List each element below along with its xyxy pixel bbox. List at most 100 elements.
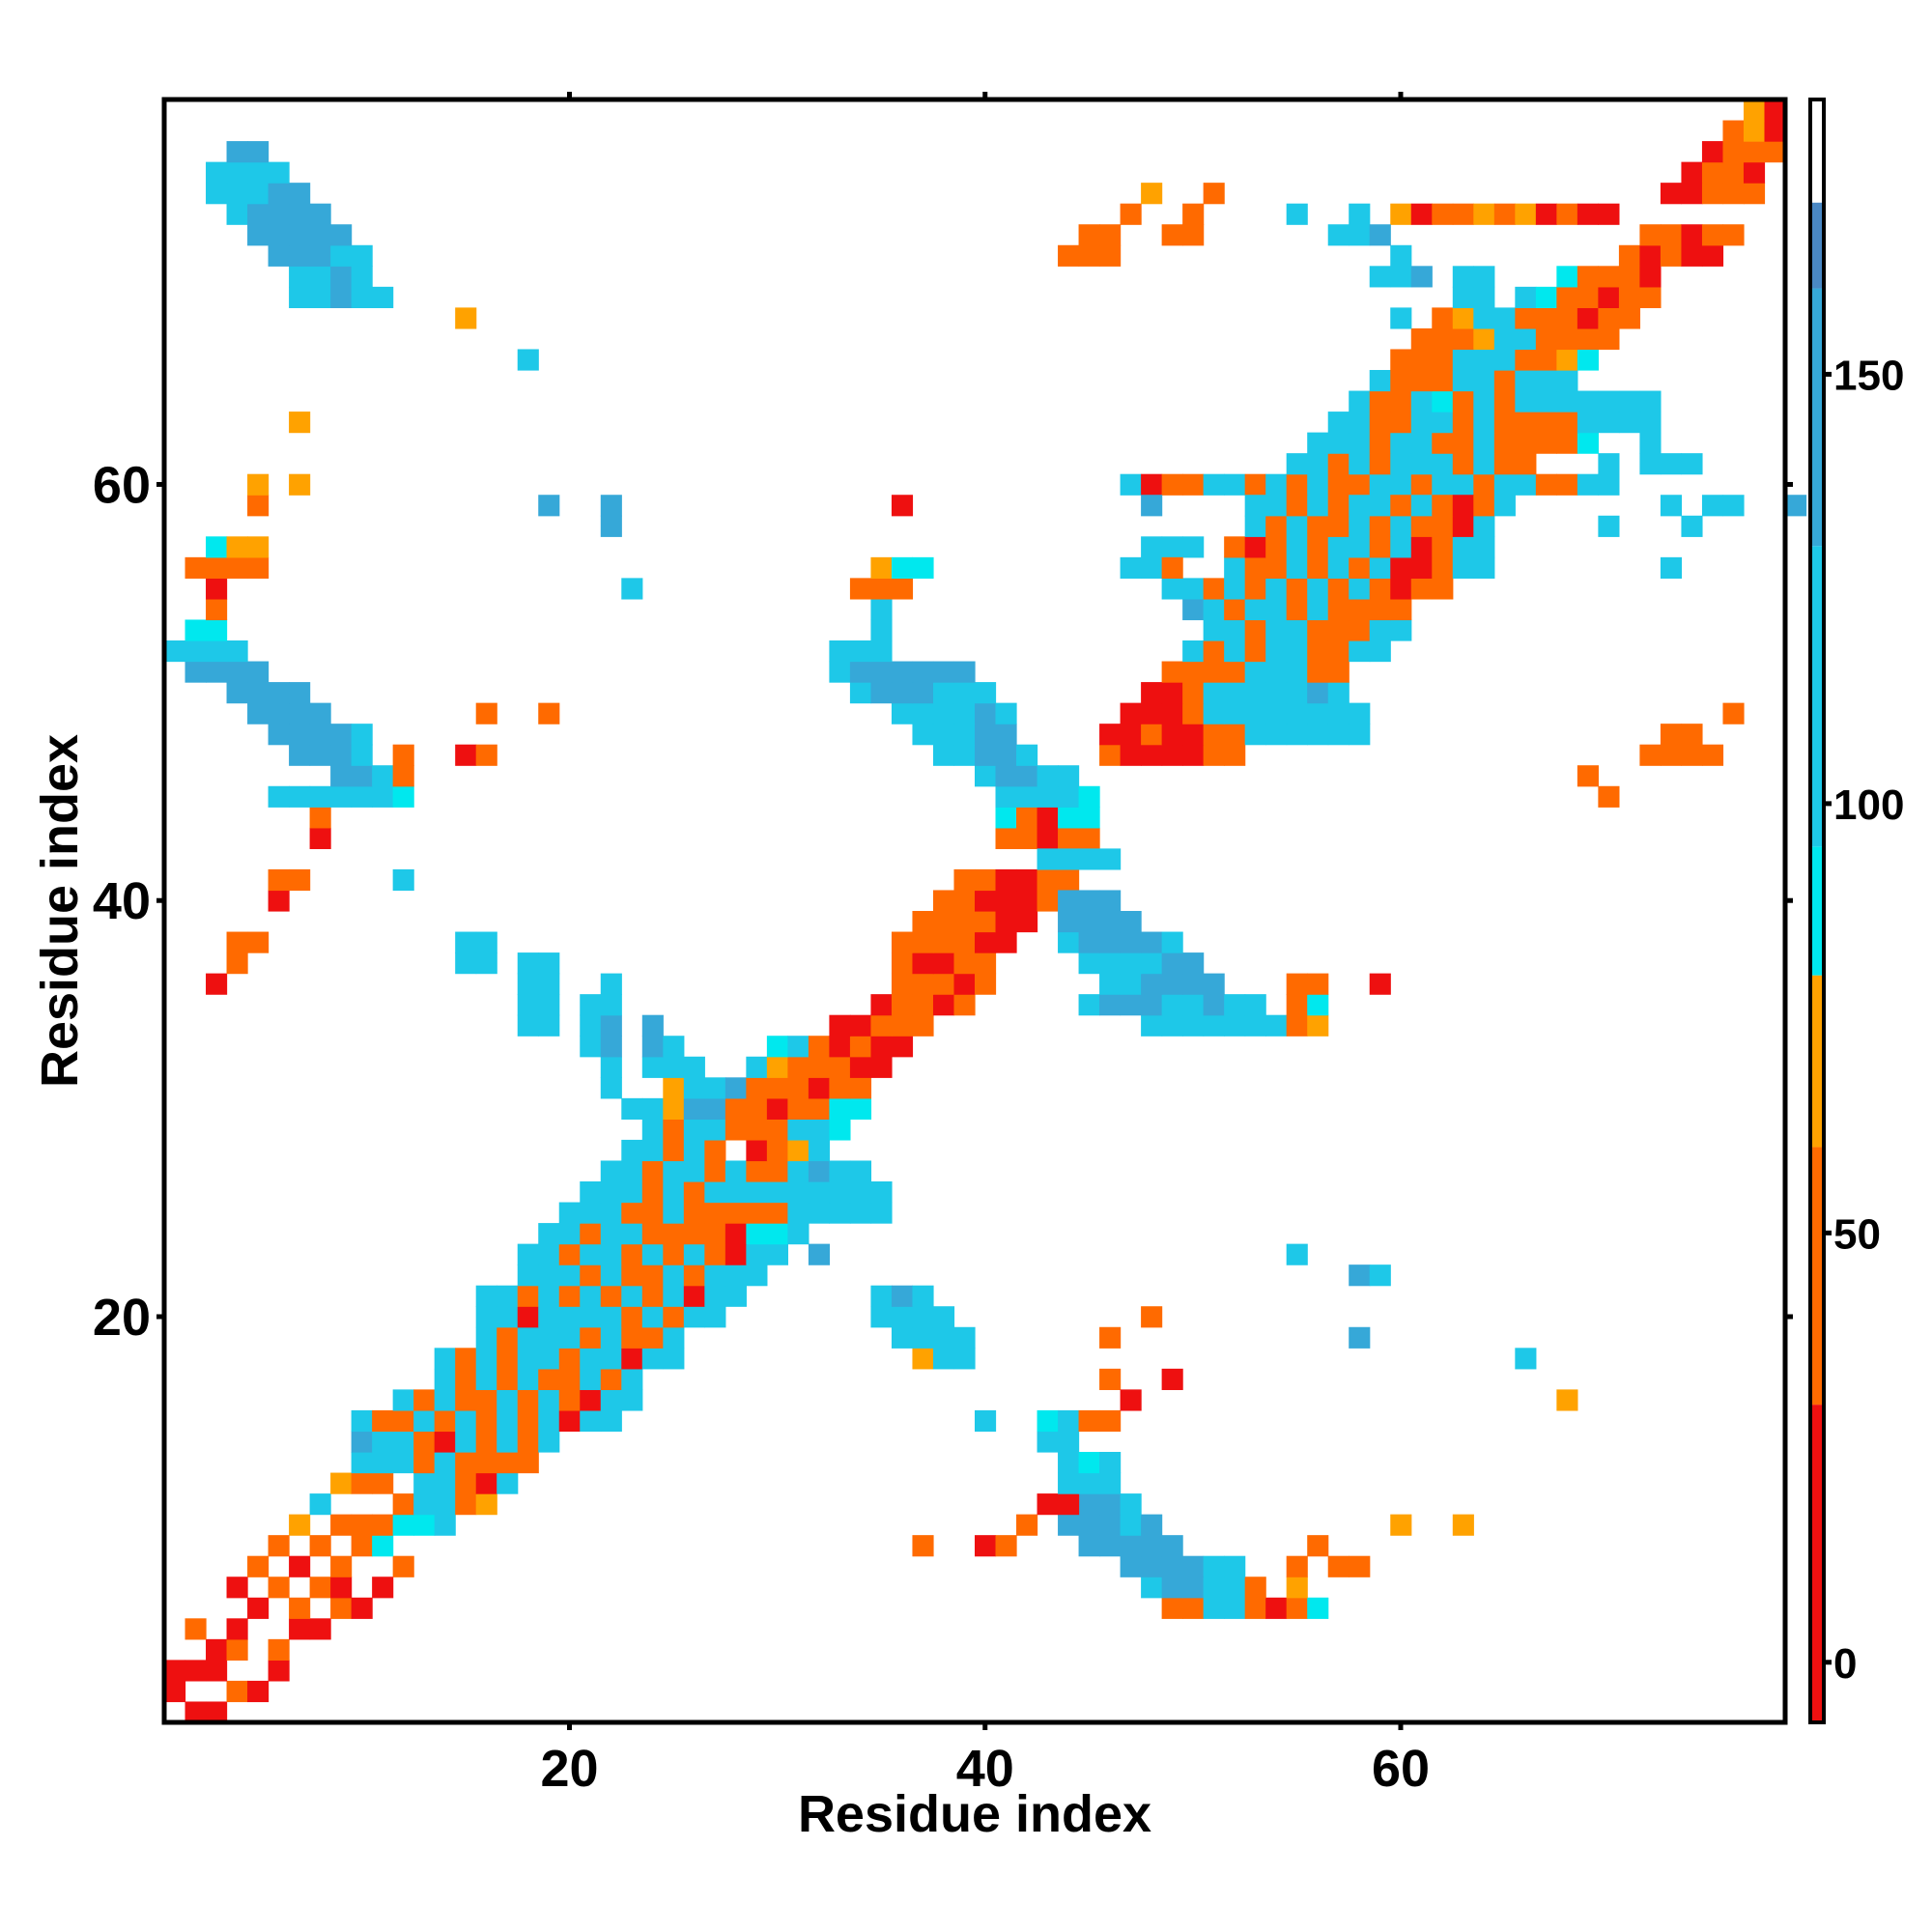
- heatmap-cell: [1452, 203, 1474, 225]
- heatmap-cell: [1660, 744, 1683, 766]
- heatmap-cell: [1639, 224, 1662, 246]
- heatmap-cell: [641, 1243, 664, 1265]
- heatmap-cell: [330, 244, 353, 267]
- heatmap-cell: [953, 994, 976, 1016]
- heatmap-cell: [746, 1119, 768, 1141]
- heatmap-cell: [995, 931, 1017, 953]
- heatmap-cell: [1473, 390, 1495, 412]
- heatmap-cell: [1535, 370, 1557, 392]
- heatmap-cell: [724, 1077, 747, 1099]
- heatmap-cell: [517, 1452, 539, 1474]
- heatmap-cell: [808, 1077, 831, 1099]
- heatmap-cell: [497, 1389, 519, 1411]
- heatmap-cell: [1349, 453, 1371, 475]
- heatmap-cell: [1369, 973, 1391, 995]
- heatmap-cell: [1577, 203, 1599, 225]
- heatmap-cell: [641, 1139, 664, 1162]
- heatmap-cell: [1535, 349, 1557, 371]
- heatmap-cell: [289, 1597, 311, 1619]
- heatmap-cell: [538, 973, 560, 995]
- heatmap-cell: [1286, 1243, 1308, 1265]
- heatmap-cell: [475, 1472, 497, 1494]
- heatmap-cell: [641, 1097, 664, 1120]
- heatmap-cell: [1161, 724, 1183, 746]
- heatmap-cell: [372, 1535, 394, 1557]
- heatmap-cell: [621, 1285, 643, 1307]
- heatmap-cell: [1286, 1577, 1308, 1599]
- heatmap-cell: [558, 1348, 581, 1370]
- heatmap-cell: [475, 1452, 497, 1474]
- colorbar-segment: [1810, 975, 1824, 1148]
- heatmap-cell: [1390, 473, 1412, 496]
- heatmap-cell: [1369, 515, 1391, 537]
- heatmap-cell: [621, 1264, 643, 1287]
- heatmap-cell: [1182, 203, 1205, 225]
- heatmap-cell: [953, 890, 976, 912]
- heatmap-cell: [912, 1285, 934, 1307]
- heatmap-cell: [1307, 973, 1329, 995]
- heatmap-cell: [600, 515, 622, 537]
- heatmap-cell: [1722, 183, 1745, 205]
- heatmap-cell: [1681, 724, 1703, 746]
- heatmap-cell: [475, 702, 497, 724]
- heatmap-cell: [766, 1243, 788, 1265]
- heatmap-cell: [1099, 848, 1122, 870]
- heatmap-cell: [268, 1577, 290, 1599]
- heatmap-cell: [1743, 120, 1766, 142]
- heatmap-cell: [455, 1348, 477, 1370]
- heatmap-cell: [1078, 1452, 1100, 1474]
- heatmap-cell: [1369, 495, 1391, 517]
- heatmap-cell: [1432, 556, 1454, 579]
- heatmap-cell: [953, 973, 976, 995]
- colorbar-segment: [1810, 1405, 1824, 1722]
- heatmap-cell: [870, 682, 893, 704]
- heatmap-cell: [517, 1348, 539, 1370]
- heatmap-cell: [746, 1243, 768, 1265]
- heatmap-cell: [330, 785, 353, 808]
- heatmap-cell: [1182, 702, 1205, 724]
- heatmap-cell: [289, 286, 311, 308]
- heatmap-cell: [1265, 1014, 1288, 1037]
- heatmap-cell: [1556, 307, 1578, 329]
- heatmap-cell: [1556, 349, 1578, 371]
- heatmap-cell: [268, 203, 290, 225]
- heatmap-cell: [289, 224, 311, 246]
- heatmap-cell: [1286, 556, 1308, 579]
- heatmap-cell: [600, 1348, 622, 1370]
- heatmap-cell: [1764, 141, 1786, 163]
- heatmap-cell: [1681, 744, 1703, 766]
- heatmap-cell: [1099, 1514, 1122, 1536]
- heatmap-cell: [1224, 994, 1246, 1016]
- heatmap-cell: [1369, 266, 1391, 288]
- heatmap-cell: [517, 1431, 539, 1453]
- heatmap-cell: [1058, 244, 1080, 267]
- heatmap-cell: [1161, 682, 1183, 704]
- heatmap-cell: [1244, 724, 1266, 746]
- heatmap-cell: [1701, 224, 1724, 246]
- heatmap-cell: [1058, 931, 1080, 953]
- heatmap-cell: [1349, 1264, 1371, 1287]
- heatmap-cell: [1161, 702, 1183, 724]
- heatmap-cell: [663, 1077, 685, 1099]
- colorbar-segment: [1810, 99, 1824, 203]
- heatmap-cell: [1203, 183, 1225, 205]
- heatmap-cell: [746, 1202, 768, 1224]
- heatmap-cell: [1535, 307, 1557, 329]
- heatmap-cell: [1016, 785, 1038, 808]
- heatmap-cell: [517, 1389, 539, 1411]
- heatmap-cell: [1120, 1389, 1142, 1411]
- heatmap-cell: [766, 1097, 788, 1120]
- heatmap-cell: [226, 536, 248, 558]
- heatmap-cell: [1078, 1535, 1100, 1557]
- heatmap-cell: [1349, 412, 1371, 434]
- heatmap-cell: [268, 1660, 290, 1682]
- heatmap-cell: [1203, 1014, 1225, 1037]
- heatmap-cell: [226, 640, 248, 663]
- colorbar-segment: [1810, 846, 1824, 976]
- heatmap-cell: [1099, 724, 1122, 746]
- heatmap-cell: [766, 1077, 788, 1099]
- heatmap-cell: [206, 973, 228, 995]
- heatmap-cell: [766, 1181, 788, 1204]
- heatmap-cell: [538, 1348, 560, 1370]
- heatmap-cell: [289, 203, 311, 225]
